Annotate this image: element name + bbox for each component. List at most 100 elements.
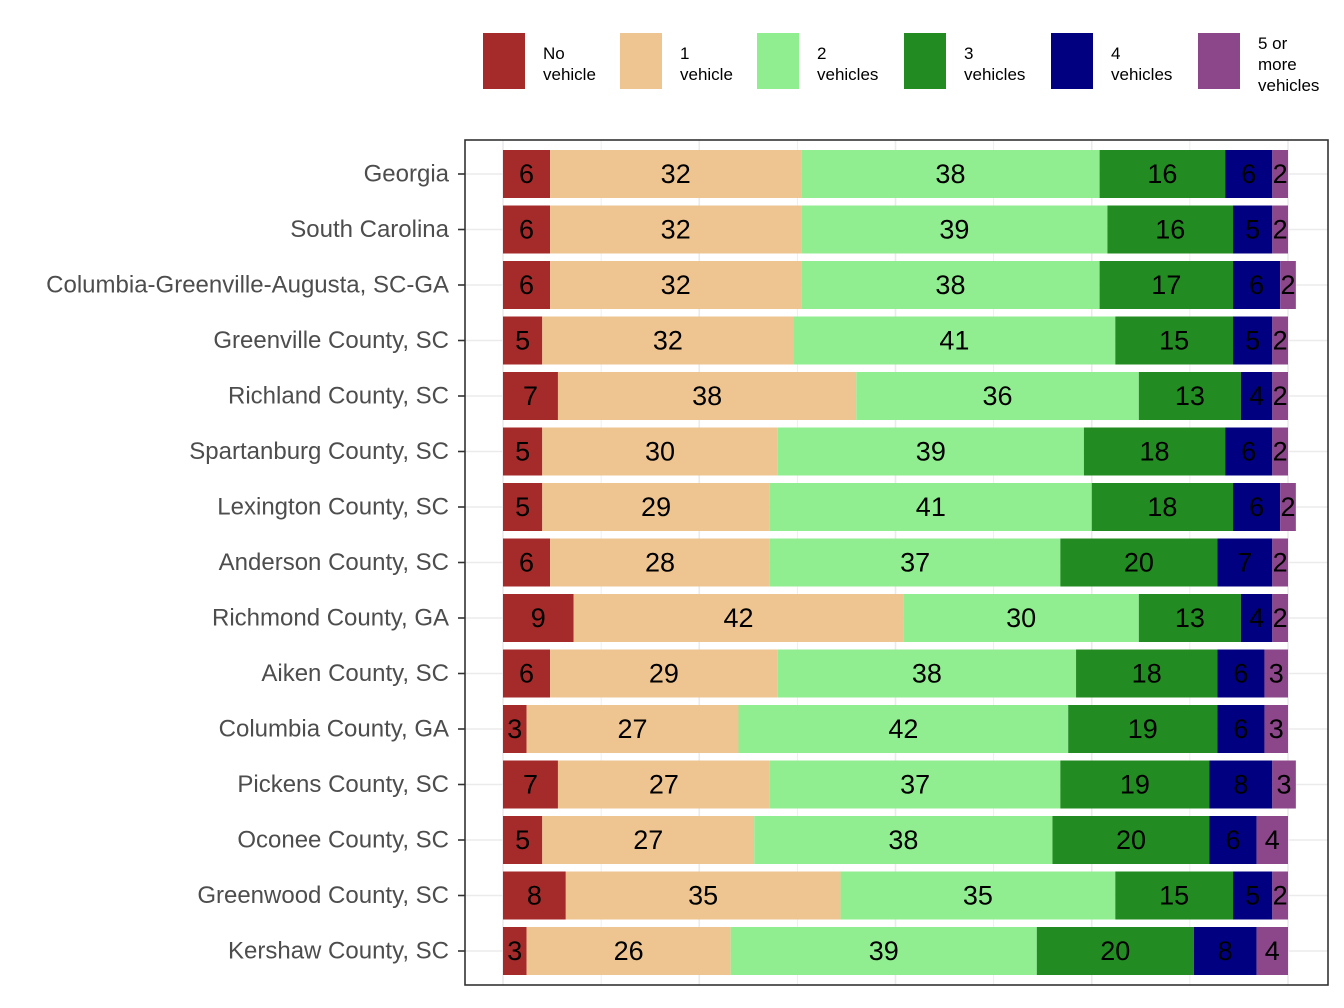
data-label: 3 [1277,770,1292,800]
data-label: 3 [507,936,522,966]
bar-segment [1272,594,1288,642]
y-axis: Georgia South Carolina Columbia-Greenville… [46,161,465,965]
bar-segment [1217,705,1265,753]
y-tick-label: Pickens County, SC [237,771,449,798]
bar-segment [1076,649,1218,698]
data-label: 5 [515,437,530,467]
bar-segment [1272,427,1288,476]
bar-segment [542,816,755,864]
bar-segment [1233,261,1281,309]
bar-segment [1107,205,1234,254]
bar-segment [503,594,574,642]
data-label: 32 [661,215,691,245]
data-label: 7 [523,381,538,411]
data-label: 32 [661,270,691,300]
data-label: 7 [1237,548,1252,578]
data-label: 6 [1241,159,1256,189]
data-label: 4 [1249,381,1264,411]
data-label: 4 [1249,603,1264,633]
bar-segment [573,594,904,642]
data-label: 28 [645,548,675,578]
bar-segment [777,427,1084,476]
bar-segment [801,261,1100,309]
data-label: 5 [1245,215,1260,245]
data-label: 15 [1159,326,1189,356]
legend-label: 5 or more vehicles [1258,34,1320,95]
bar-segment [550,205,802,254]
data-label: 2 [1280,492,1295,522]
bar-segment [1193,927,1257,975]
bar-segment [1083,427,1226,476]
bar-segment [903,594,1139,642]
bar-segment [526,927,731,975]
y-tick-label: Spartanburg County, SC [189,438,449,465]
data-label: 3 [1269,714,1284,744]
bar-segment [503,205,551,254]
bar-segment [1209,816,1257,864]
data-label: 2 [1273,381,1288,411]
data-label: 2 [1273,326,1288,356]
data-label: 6 [1249,492,1264,522]
data-label: 38 [888,825,918,855]
data-label: 35 [963,881,993,911]
data-label: 2 [1273,548,1288,578]
bar-segment [1272,760,1296,809]
bar-segment [1280,261,1296,309]
data-label: 13 [1175,381,1205,411]
legend-swatch [620,33,662,89]
bar-segment [1225,150,1273,198]
legend-label: 2 vehicles [817,44,879,84]
bar-segment [503,150,551,198]
data-label: 4 [1265,936,1280,966]
bar-segment [1217,538,1273,587]
data-label: 37 [900,548,930,578]
data-label: 36 [983,381,1013,411]
data-label: 2 [1273,603,1288,633]
data-label: 5 [515,326,530,356]
data-label: 6 [519,215,534,245]
data-label: 20 [1116,825,1146,855]
bar-segment [565,871,841,920]
bar-segment [1099,261,1234,309]
bar-segment [1264,705,1288,753]
bar-segment [503,927,527,975]
bar-segment [754,816,1053,864]
data-label: 19 [1120,770,1150,800]
bar-segment [840,871,1116,920]
bar-segment [1091,483,1234,531]
data-label: 6 [1241,437,1256,467]
data-label: 2 [1273,215,1288,245]
data-label: 26 [614,936,644,966]
data-label: 2 [1273,881,1288,911]
bar-segment [1115,316,1234,365]
y-tick-label: Columbia-Greenville-Augusta, SC-GA [46,272,449,299]
bar-segment [542,427,778,476]
data-label: 39 [916,437,946,467]
bar-segment [503,871,566,920]
bar-segment [1233,205,1273,254]
data-label: 3 [507,714,522,744]
data-label: 6 [1233,714,1248,744]
data-label: 18 [1140,437,1170,467]
data-label: 18 [1132,659,1162,689]
legend-label: 4 vehicles [1111,44,1173,84]
bar-segment [793,316,1116,365]
legend: No vehicle 1 vehicle 2 vehicles 3 vehicles 4… [0,0,1344,110]
legend-swatch [1051,33,1093,89]
data-label: 8 [1233,770,1248,800]
bar-segment [557,760,770,809]
data-label: 6 [1233,659,1248,689]
data-label: 27 [649,770,679,800]
data-label: 32 [653,326,683,356]
bar-segment [503,760,558,809]
legend-swatch [904,33,946,89]
data-label: 39 [869,936,899,966]
bar-segment [503,316,543,365]
data-label: 15 [1159,881,1189,911]
bars: 6 32 38 16 6 26 32 39 16 5 26 32 38 17 6 25 32 41 15 5 27 38 3… [503,150,1296,975]
data-label: 6 [519,270,534,300]
data-label: 5 [1245,326,1260,356]
bar-segment [1272,316,1288,365]
bar-segment [1225,427,1273,476]
